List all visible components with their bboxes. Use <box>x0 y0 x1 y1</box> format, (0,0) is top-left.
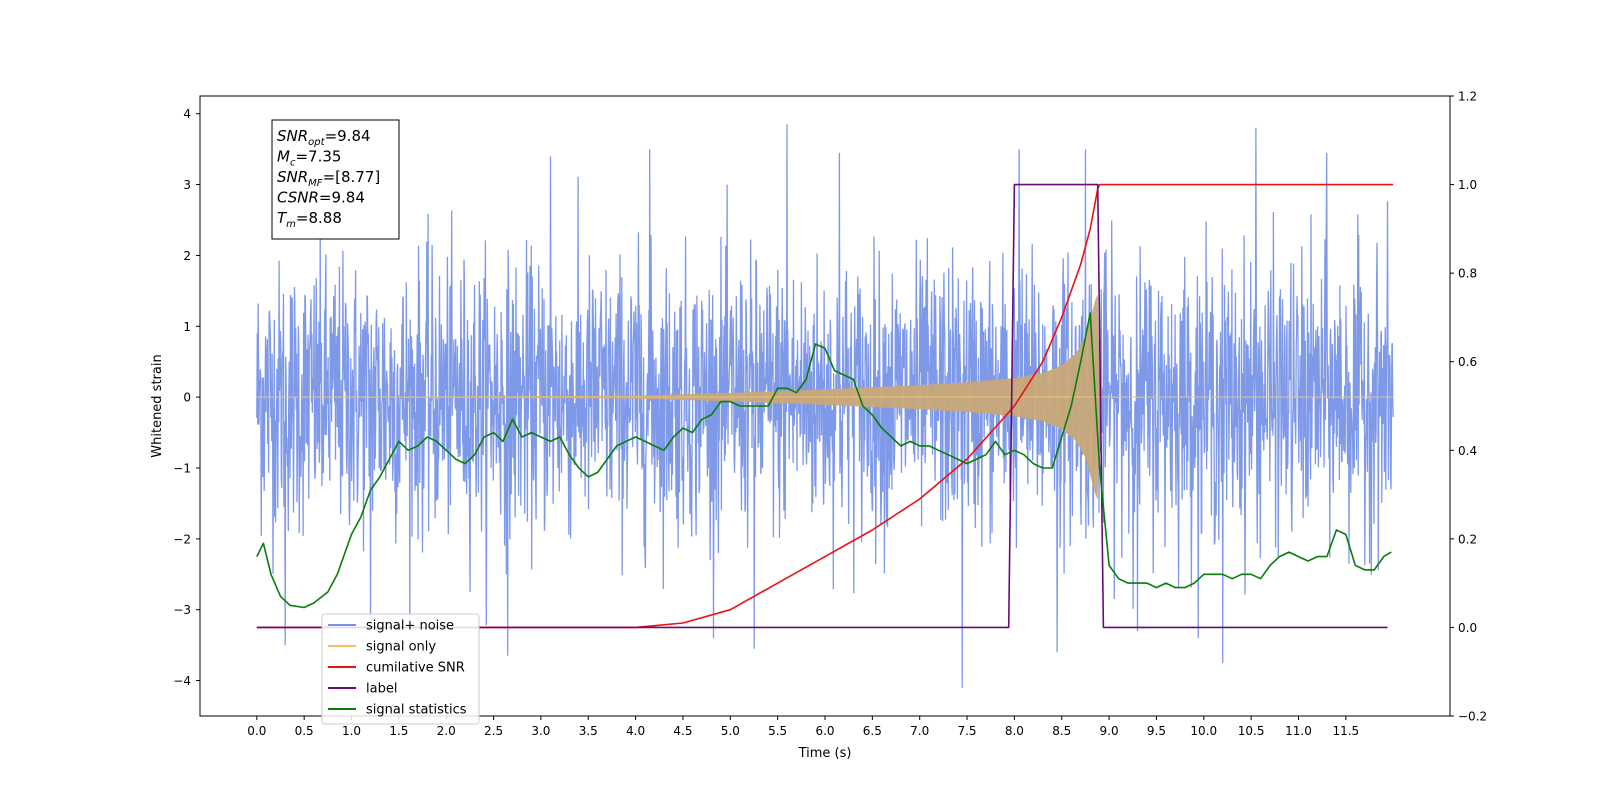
x-axis-label: Time (s) <box>798 746 852 761</box>
signal-statistics-line <box>256 312 1392 609</box>
y-tick-label: −1 <box>173 462 191 476</box>
x-tick-label: 9.0 <box>1100 724 1119 738</box>
annotation-symbol: SNR <box>277 168 308 186</box>
annotation-line: CSNR=9.84 <box>277 189 365 207</box>
annotation-value: =7.35 <box>295 148 341 166</box>
x-tick-label: 1.0 <box>342 724 361 738</box>
annotation-subscript: m <box>286 219 296 230</box>
x-tick-label: 11.5 <box>1332 724 1359 738</box>
x-tick-label: 7.0 <box>910 724 929 738</box>
cumilative-snr-line <box>256 183 1394 629</box>
x-tick-label: 0.0 <box>247 724 266 738</box>
y2-tick-label: 1.2 <box>1458 90 1477 104</box>
x-tick-label: 4.0 <box>626 724 645 738</box>
x-tick-label: 2.5 <box>484 724 503 738</box>
y2-tick-label: 0.2 <box>1458 532 1477 546</box>
signal-only-series <box>256 294 1394 500</box>
annotation-line: SNRopt=9.84 <box>277 127 371 148</box>
legend-label-cumilative-snr: cumilative SNR <box>366 661 465 676</box>
y-tick-label: 2 <box>183 249 191 263</box>
y-axis-left: −4 −3 −2 −1 0 1 2 3 4 <box>173 107 200 688</box>
x-tick-label: 10.0 <box>1190 724 1217 738</box>
annotation-symbol: T <box>277 209 288 227</box>
y-tick-label: −2 <box>173 532 191 546</box>
legend-label-label: label <box>366 682 397 697</box>
annotation-line: SNRMF=[8.77] <box>277 168 380 189</box>
x-tick-label: 6.0 <box>815 724 834 738</box>
x-tick-label: 5.5 <box>768 724 787 738</box>
x-tick-label: 8.0 <box>1005 724 1024 738</box>
annotation-symbol: CSNR <box>277 189 319 207</box>
y-tick-label: −4 <box>173 674 191 688</box>
y-tick-label: 1 <box>183 320 191 334</box>
x-tick-label: 11.0 <box>1285 724 1312 738</box>
annotation-box: SNRopt=9.84Mc=7.35SNRMF=[8.77]CSNR=9.84T… <box>271 119 400 240</box>
y-tick-label: 3 <box>183 178 191 192</box>
annotation-symbol: SNR <box>277 127 308 145</box>
x-tick-label: 9.5 <box>1147 724 1166 738</box>
x-tick-label: 0.5 <box>295 724 314 738</box>
x-tick-label: 7.5 <box>957 724 976 738</box>
x-tick-label: 3.5 <box>579 724 598 738</box>
y2-tick-label: 0.4 <box>1458 444 1477 458</box>
y-tick-label: 4 <box>183 107 191 121</box>
plot-area <box>256 124 1394 688</box>
x-tick-label: 4.5 <box>673 724 692 738</box>
legend-label-signal-statistics: signal statistics <box>366 703 467 718</box>
annotation-line: Tm=8.88 <box>277 209 342 230</box>
signal-plus-noise-line <box>256 124 1394 688</box>
annotation-subscript: MF <box>308 178 323 189</box>
annotation-value: =[8.77] <box>323 168 381 186</box>
legend-label-signal-noise: signal+ noise <box>366 619 454 634</box>
annotation-value: =9.84 <box>325 127 371 145</box>
x-tick-label: 1.5 <box>389 724 408 738</box>
y2-tick-label: 0.0 <box>1458 621 1477 635</box>
y-axis-right: −0.2 0.0 0.2 0.4 0.6 0.8 1.0 1.2 <box>1450 90 1487 724</box>
annotation-subscript: c <box>290 158 296 169</box>
right-axis-series <box>256 183 1394 629</box>
label-line <box>256 183 1388 629</box>
x-tick-label: 2.0 <box>437 724 456 738</box>
annotation-value: =9.84 <box>319 189 365 207</box>
x-tick-label: 3.0 <box>531 724 550 738</box>
annotation-value: =8.88 <box>296 209 342 227</box>
y-tick-label: −3 <box>173 603 191 617</box>
y-axis-label: Whitened strain <box>150 354 165 457</box>
y2-tick-label: 0.6 <box>1458 355 1477 369</box>
annotation-subscript: opt <box>308 137 325 148</box>
signal-plus-noise-series <box>256 124 1394 688</box>
x-tick-label: 10.5 <box>1238 724 1265 738</box>
x-tick-label: 6.5 <box>863 724 882 738</box>
legend: signal+ noise signal only cumilative SNR la… <box>321 613 480 725</box>
annotation-frame <box>271 119 400 240</box>
legend-frame <box>321 613 480 725</box>
y2-tick-label: −0.2 <box>1458 710 1487 724</box>
legend-label-signal-only: signal only <box>366 640 436 655</box>
annotation-line: Mc=7.35 <box>277 148 341 169</box>
annotation-symbol: M <box>277 148 290 166</box>
x-tick-label: 8.5 <box>1052 724 1071 738</box>
x-axis: 0.0 0.5 1.0 1.5 2.0 2.5 3.0 3.5 4.0 4.5 5.0 5.5 6.0 6… <box>247 716 1359 738</box>
y-tick-label: 0 <box>183 391 191 405</box>
y2-tick-label: 1.0 <box>1458 178 1477 192</box>
x-tick-label: 5.0 <box>721 724 740 738</box>
y2-tick-label: 0.8 <box>1458 267 1477 281</box>
